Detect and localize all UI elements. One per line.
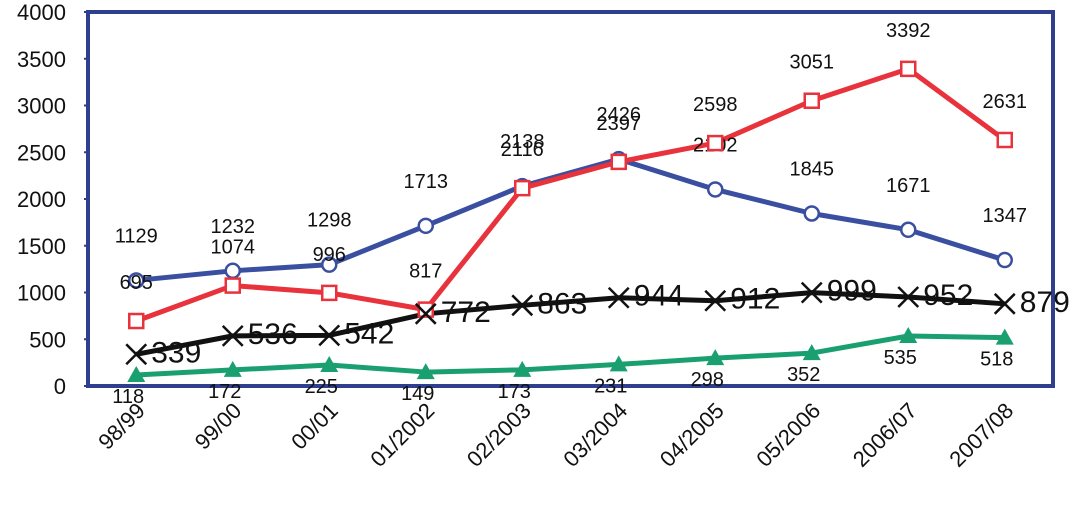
value-label: 225 <box>305 376 338 398</box>
point <box>803 92 820 109</box>
y-tick-label: 3500 <box>17 47 66 72</box>
value-label: 518 <box>980 349 1013 371</box>
value-label: 817 <box>409 261 442 283</box>
x-tick-label: 04/2005 <box>655 398 729 472</box>
point <box>610 153 627 171</box>
x-tick-label: 01/2002 <box>365 398 439 472</box>
value-label: 535 <box>884 347 917 369</box>
point <box>321 284 338 302</box>
value-label: 2426 <box>597 104 642 126</box>
y-tick-label: 2000 <box>17 187 66 212</box>
point <box>607 286 630 309</box>
point <box>128 272 145 289</box>
point <box>800 281 823 304</box>
point <box>707 134 724 152</box>
point <box>416 363 435 380</box>
point <box>223 360 242 377</box>
point <box>127 365 146 382</box>
value-label: 879 <box>1020 286 1070 319</box>
value-label: 1074 <box>211 237 256 259</box>
value-label: 118 <box>112 386 144 408</box>
point <box>320 355 339 372</box>
y-tick-label: 2500 <box>17 140 66 165</box>
x-tick-label: 05/2006 <box>751 398 825 472</box>
value-label: 339 <box>151 336 201 369</box>
value-label: 999 <box>827 275 877 308</box>
value-label: 149 <box>401 383 434 405</box>
point <box>417 301 434 318</box>
value-label: 298 <box>691 369 724 391</box>
point <box>995 328 1014 345</box>
point <box>514 179 531 197</box>
point <box>706 349 725 366</box>
value-label: 542 <box>344 317 394 350</box>
y-tick-label: 500 <box>29 327 66 352</box>
x-tick-label: 03/2004 <box>558 398 632 472</box>
point <box>802 344 821 361</box>
point <box>993 292 1016 315</box>
value-label: 231 <box>594 375 627 397</box>
point <box>221 325 244 347</box>
value-label: 3051 <box>790 52 835 74</box>
value-label: 1129 <box>115 225 158 247</box>
value-label: 772 <box>441 296 491 329</box>
value-label: 1298 <box>307 210 352 232</box>
point <box>803 205 820 222</box>
value-label: 944 <box>634 280 684 313</box>
value-label: 695 <box>120 272 153 294</box>
point <box>704 289 727 312</box>
point <box>900 60 917 78</box>
point <box>414 302 437 325</box>
series-line <box>136 333 1005 378</box>
x-tick-label: 02/2003 <box>462 398 536 472</box>
x-tick-label: 99/00 <box>190 398 247 455</box>
point <box>318 324 341 347</box>
value-label: 2631 <box>983 91 1028 113</box>
point <box>128 312 145 330</box>
value-label: 996 <box>313 244 346 266</box>
point <box>511 294 534 317</box>
point <box>224 277 241 294</box>
value-label: 1845 <box>790 158 835 180</box>
x-tick-label: 2007/08 <box>944 398 1018 472</box>
series-line <box>135 66 1007 324</box>
point <box>609 355 628 372</box>
point <box>513 360 532 377</box>
point <box>900 221 917 239</box>
y-tick-label: 4000 <box>17 0 66 25</box>
point <box>321 256 338 273</box>
y-tick-label: 0 <box>54 374 66 399</box>
point <box>125 343 148 366</box>
value-label: 2138 <box>500 131 545 153</box>
value-label: 912 <box>730 283 780 316</box>
value-label: 1713 <box>404 171 449 193</box>
point <box>996 251 1013 269</box>
value-label: 1671 <box>886 175 931 197</box>
point <box>224 262 241 280</box>
value-label: 173 <box>498 381 531 403</box>
value-label: 863 <box>537 287 587 320</box>
series-line <box>135 290 1005 357</box>
value-label: 1232 <box>211 216 256 238</box>
y-tick-label: 1500 <box>17 234 66 259</box>
point <box>899 326 918 343</box>
value-label: 2598 <box>693 94 738 116</box>
x-tick-label: 2006/07 <box>848 398 922 472</box>
y-tick-label: 3000 <box>17 94 66 119</box>
point <box>996 131 1013 149</box>
value-label: 1347 <box>983 205 1028 227</box>
value-label: 536 <box>248 318 298 351</box>
value-label: 352 <box>787 364 820 386</box>
value-label: 3392 <box>886 20 931 42</box>
point <box>417 217 434 235</box>
value-label: 952 <box>923 279 973 312</box>
point <box>897 286 920 308</box>
value-label: 2116 <box>501 139 544 161</box>
point <box>707 181 724 198</box>
x-tick-label: 00/01 <box>286 398 343 455</box>
value-label: 2397 <box>597 113 642 135</box>
y-tick-label: 1000 <box>17 281 66 306</box>
value-label: 172 <box>208 381 241 403</box>
